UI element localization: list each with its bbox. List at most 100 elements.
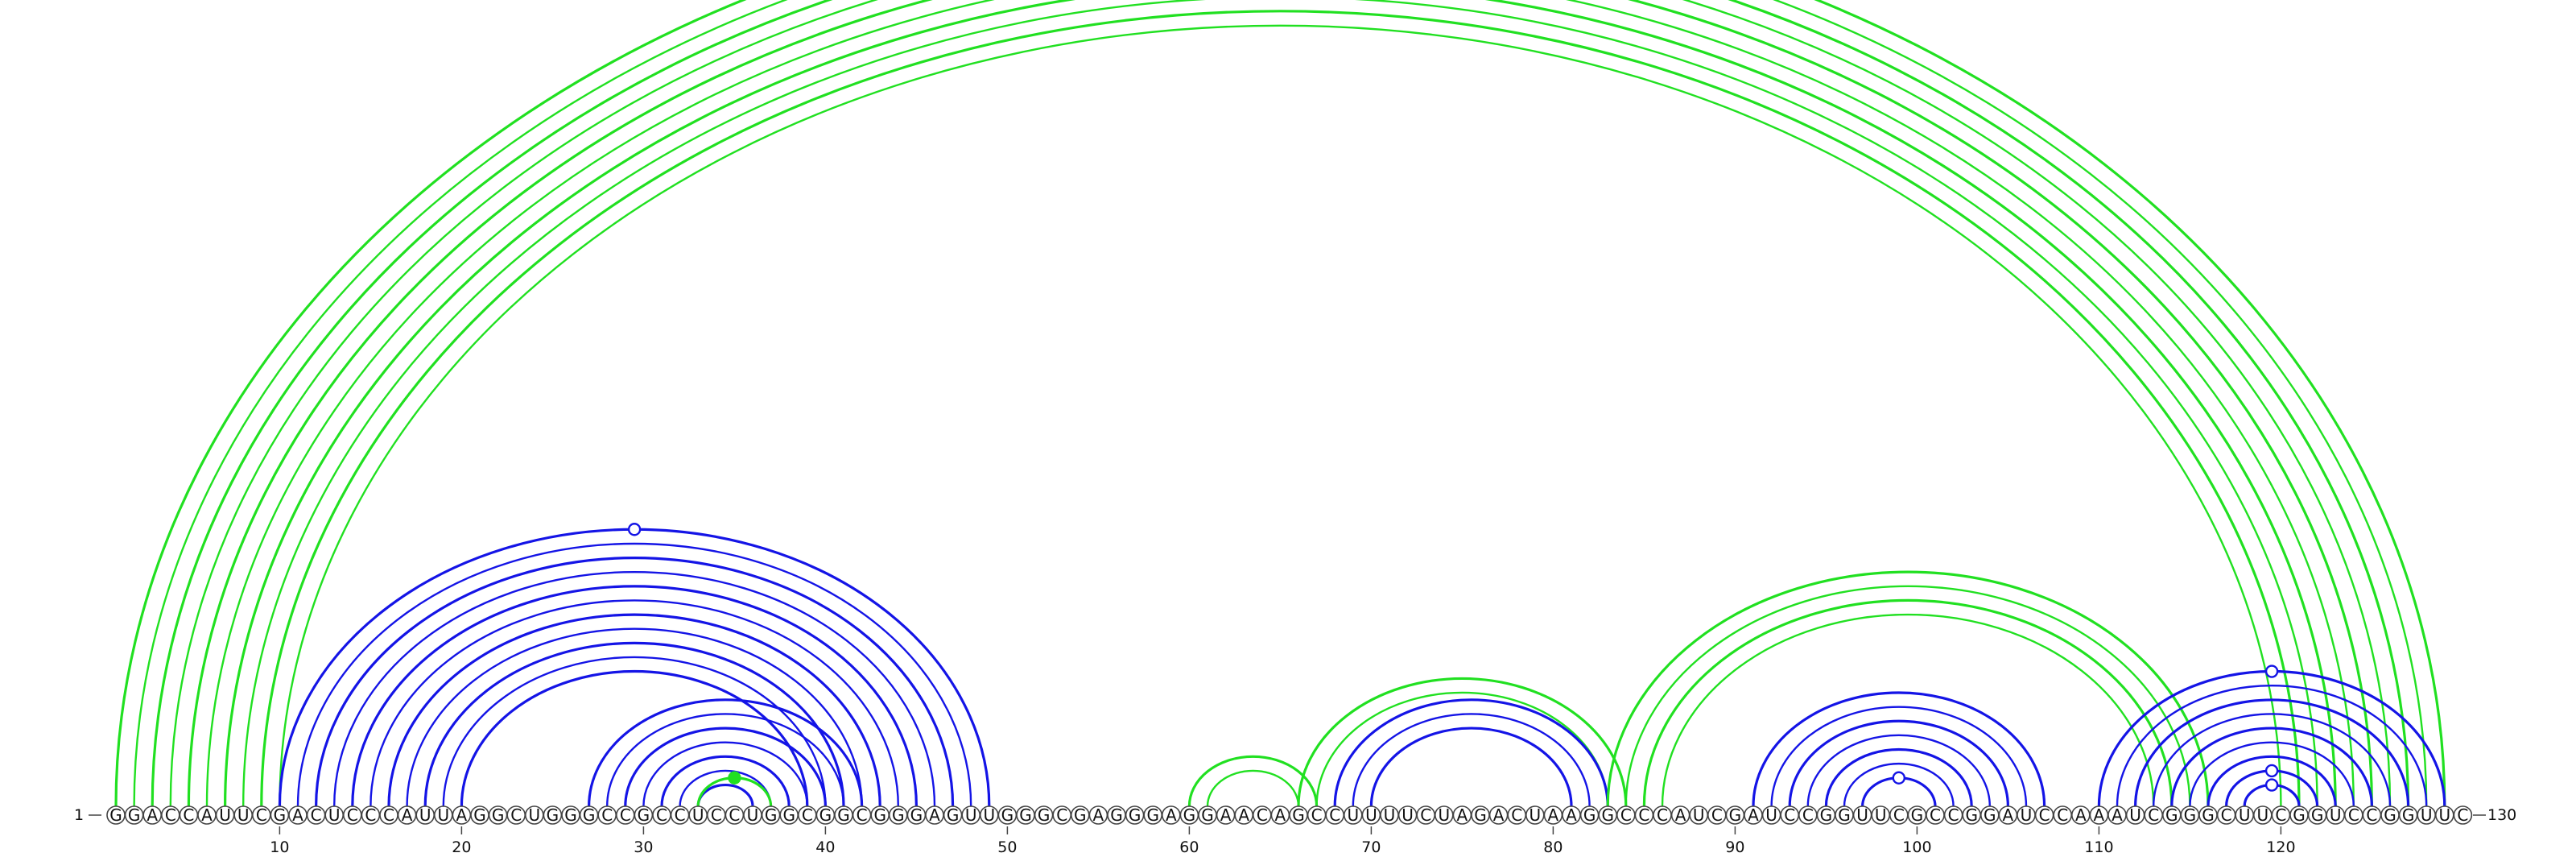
nucleotide-122: G <box>2307 805 2327 825</box>
nucleotide-letter: A <box>1493 805 1505 825</box>
arc-blue-91-107 <box>1752 691 2046 808</box>
nucleotide-letter: C <box>1620 805 1632 825</box>
nucleotide-18: U <box>415 805 436 825</box>
nucleotide-letter: C <box>1311 805 1323 825</box>
nucleotide-82: G <box>1579 805 1600 825</box>
tick-label-100: 100 <box>1902 838 1931 856</box>
nucleotide-118: U <box>2235 805 2254 825</box>
nucleotide-letter: U <box>747 805 759 825</box>
nucleotide-46: A <box>925 805 944 825</box>
nucleotide-letter: G <box>109 805 122 825</box>
nucleotide-letter: A <box>402 805 413 825</box>
nucleotide-letter: C <box>347 805 358 825</box>
nucleotide-letter: G <box>1820 805 1833 825</box>
nucleotide-68: C <box>1325 805 1344 825</box>
nucleotide-61: G <box>1198 805 1217 825</box>
nucleotide-letter: A <box>1457 805 1468 825</box>
nucleotide-17: A <box>397 805 417 825</box>
arc-blue-68-83 <box>1333 698 1609 808</box>
nucleotide-55: A <box>1088 805 1108 825</box>
tick-label-30: 30 <box>634 838 653 856</box>
nucleotide-letter: U <box>2021 805 2033 825</box>
nucleotide-letter: A <box>1548 805 1559 825</box>
nucleotide-42: C <box>852 805 872 825</box>
nucleotide-72: U <box>1397 805 1418 825</box>
nucleotide-105: A <box>1998 805 2018 825</box>
nucleotide-24: U <box>524 805 544 825</box>
nucleotide-letter: G <box>1074 805 1087 825</box>
nucleotide-56: G <box>1107 805 1126 825</box>
arc-blue-93-105 <box>1788 719 2009 808</box>
nucleotide-letter: G <box>1001 805 1014 825</box>
nucleotide-70: U <box>1361 805 1381 825</box>
nucleotide-101: C <box>1926 805 1945 825</box>
nucleotide-13: U <box>324 805 345 825</box>
nucleotide-letter: C <box>1948 805 1959 825</box>
nucleotide-128: U <box>2417 805 2436 825</box>
nucleotide-95: G <box>1816 805 1836 825</box>
nucleotide-letter: C <box>620 805 631 825</box>
arc-blue-32-37 <box>679 769 772 808</box>
nucleotide-letter: C <box>256 805 267 825</box>
arc-green-7-123 <box>224 0 2337 808</box>
nucleotide-64: C <box>1253 805 1272 825</box>
nucleotide-43: G <box>870 805 890 825</box>
nucleotide-104: G <box>1980 805 2000 825</box>
nucleotide-letter: U <box>2239 805 2251 825</box>
arc-apex-marker <box>627 523 642 536</box>
nucleotide-25: G <box>543 805 563 825</box>
nucleotide-letter: G <box>782 805 795 825</box>
nucleotide-letter: G <box>2293 805 2306 825</box>
arc-green-6-124 <box>205 0 2355 808</box>
nucleotide-letter: G <box>583 805 596 825</box>
nucleotide-letter: U <box>692 805 704 825</box>
nucleotide-letter: C <box>2366 805 2377 825</box>
nucleotide-88: U <box>1689 805 1708 825</box>
nucleotide-letter: U <box>965 805 977 825</box>
nucleotide-60: G <box>1179 805 1199 825</box>
arc-blue-113-126 <box>2153 713 2392 808</box>
tick-label-70: 70 <box>1361 838 1381 856</box>
nucleotide-letter: U <box>437 805 449 825</box>
nucleotide-letter: G <box>1601 805 1614 825</box>
tick-label-20: 20 <box>452 838 471 856</box>
nucleotide-21: G <box>470 805 489 825</box>
nucleotide-letter: G <box>2165 805 2178 825</box>
nucleotide-letter: G <box>1110 805 1123 825</box>
nucleotide-letter: G <box>2384 805 2396 825</box>
nucleotide-77: A <box>1488 805 1509 825</box>
arc-blue-114-125 <box>2170 727 2373 808</box>
nucleotide-52: G <box>1034 805 1054 825</box>
arc-blue-115-124 <box>2189 741 2355 808</box>
nucleotide-57: G <box>1125 805 1145 825</box>
nucleotide-letter: U <box>1384 805 1396 825</box>
nucleotide-20: A <box>452 805 472 825</box>
nucleotide-127: G <box>2398 805 2418 825</box>
nucleotide-33: U <box>688 805 708 825</box>
arc-blue-11-48 <box>296 542 972 808</box>
nucleotide-108: C <box>2053 805 2072 825</box>
nucleotide-123: U <box>2326 805 2345 825</box>
nucleotide-letter: G <box>892 805 905 825</box>
nucleotide-letter: U <box>2256 805 2268 825</box>
nucleotide-letter: C <box>601 805 613 825</box>
nucleotide-116: G <box>2198 805 2218 825</box>
nucleotide-letter: A <box>1220 805 1232 825</box>
arc-blue-12-47 <box>315 556 955 808</box>
tick-label-90: 90 <box>1725 838 1744 856</box>
tick-label-40: 40 <box>815 838 835 856</box>
nucleotide-62: A <box>1216 805 1236 825</box>
nucleotide-114: G <box>2162 805 2182 825</box>
nucleotide-79: U <box>1525 805 1545 825</box>
arc-blue-13-46 <box>333 571 936 808</box>
arc-blue-10-49 <box>278 528 991 808</box>
nucleotide-26: G <box>561 805 580 825</box>
nucleotide-letter: U <box>2421 805 2433 825</box>
nucleotide-letter: C <box>365 805 376 825</box>
nucleotide-96: G <box>1835 805 1854 825</box>
arc-blue-111-128 <box>2116 685 2428 808</box>
nucleotide-97: U <box>1852 805 1872 825</box>
nucleotide-letter: G <box>1583 805 1596 825</box>
nucleotide-121: G <box>2289 805 2309 825</box>
